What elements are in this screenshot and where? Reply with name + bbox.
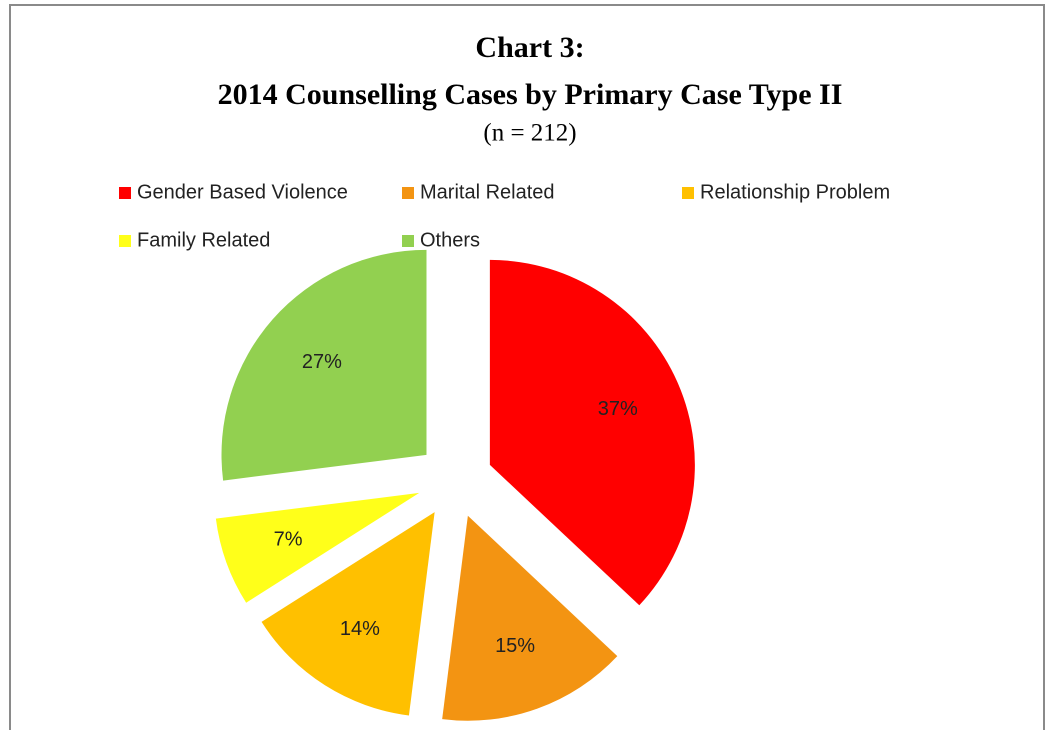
legend-label: Others	[420, 229, 480, 251]
legend-label: Relationship Problem	[700, 181, 890, 203]
data-label: 7%	[274, 528, 303, 550]
legend-label: Family Related	[137, 229, 270, 251]
legend-swatch	[402, 187, 414, 199]
pie-slice	[215, 492, 420, 603]
legend-swatch	[682, 187, 694, 199]
annotation: (n = 212)	[483, 120, 576, 147]
pie-slice	[221, 249, 427, 481]
data-label: 37%	[598, 398, 638, 420]
legend-swatch	[119, 187, 131, 199]
pie-slice	[442, 515, 618, 721]
chart-title: Chart 3:	[475, 31, 584, 64]
legend-label: Marital Related	[420, 181, 555, 203]
data-label: 27%	[302, 351, 342, 373]
legend-swatch	[119, 235, 131, 247]
pie-slice	[261, 512, 435, 716]
chart-subtitle: 2014 Counselling Cases by Primary Case T…	[218, 78, 843, 111]
data-label: 15%	[495, 635, 535, 657]
pie-slice	[489, 259, 695, 606]
legend-label: Gender Based Violence	[137, 181, 348, 203]
legend-swatch	[402, 235, 414, 247]
data-label: 14%	[340, 618, 380, 640]
